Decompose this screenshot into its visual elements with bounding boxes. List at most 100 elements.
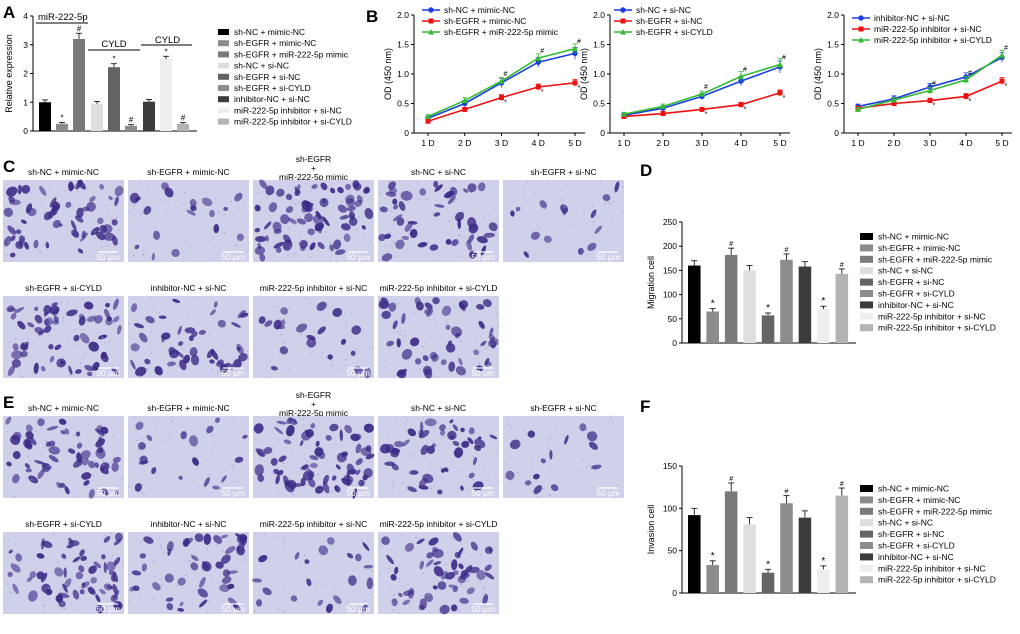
c-cell: [422, 355, 429, 362]
b1-point: [462, 106, 468, 112]
f-bar: [835, 495, 849, 593]
e-cell: [292, 418, 298, 425]
c-cell: [352, 180, 360, 189]
e-pore: [57, 560, 59, 563]
e-cell: [348, 575, 357, 586]
c-cell: [12, 343, 19, 351]
e-pore: [361, 540, 364, 543]
d-y-tick-label: 150: [663, 265, 677, 275]
e-cell: [407, 428, 416, 437]
e-cell: [318, 545, 328, 556]
c-cell: [153, 230, 161, 240]
c-pore: [622, 210, 624, 213]
c-pore: [196, 313, 199, 315]
d-bar: [835, 273, 849, 343]
f-legend-swatch: [860, 564, 873, 572]
f-significance-mark: #: [785, 489, 789, 496]
d-y-tick-label: 200: [663, 241, 677, 251]
b1-significance-mark: *: [578, 85, 581, 92]
e-pore: [536, 495, 539, 498]
e-pore: [152, 569, 155, 571]
e-pore: [328, 486, 331, 489]
c-pore: [475, 339, 478, 342]
c-pore: [217, 252, 219, 254]
e-pore: [470, 554, 473, 557]
c-cell: [316, 301, 327, 311]
e-pore: [391, 481, 394, 483]
c-cell: [108, 195, 113, 201]
c-cell: [455, 366, 467, 376]
c-scale-label: 50 μm: [346, 252, 370, 262]
e-pore: [426, 444, 428, 447]
c-pore: [413, 312, 416, 314]
e-pore: [482, 592, 485, 595]
e-cell: [425, 559, 434, 567]
e-cell: [214, 417, 221, 424]
b2-significance-mark: #: [743, 66, 747, 73]
d-legend-label: sh-EGFR + mimic-NC: [878, 243, 960, 253]
c-pore: [193, 209, 196, 212]
e-cell: [468, 427, 475, 435]
c-pore: [132, 254, 135, 257]
c-pore: [73, 328, 75, 331]
e-pore: [460, 552, 463, 555]
e-pore: [504, 476, 507, 479]
c-pore: [70, 215, 72, 217]
c-cell: [233, 359, 242, 369]
a-significance-mark: *: [112, 55, 115, 64]
c-pore: [43, 316, 46, 319]
c-pore: [445, 323, 448, 325]
panel-label-a: A: [3, 3, 15, 22]
e-pore: [254, 439, 257, 441]
c-pore: [83, 353, 86, 355]
c-pore: [254, 343, 257, 345]
e-pore: [211, 453, 214, 456]
a-significance-mark: #: [129, 116, 134, 125]
c-cell: [73, 334, 80, 342]
e-pore: [292, 493, 294, 495]
c-cell: [258, 316, 266, 324]
b2-significance-mark: #: [704, 84, 708, 91]
b2-x-tick-label: 3 D: [695, 138, 708, 148]
a-legend-label: sh-EGFR + miR-222-5p mimic: [234, 49, 349, 59]
a-bar: [143, 101, 155, 131]
b2-legend-marker: [620, 7, 626, 13]
c-cell: [401, 235, 410, 241]
e-pore: [554, 426, 557, 429]
e-cell: [138, 460, 149, 465]
c-pore: [345, 319, 347, 322]
c-pore: [603, 202, 606, 205]
e-pore: [479, 554, 482, 556]
e-pore: [510, 426, 512, 429]
c-cell: [478, 320, 485, 329]
c-cell: [296, 218, 306, 225]
e-pore: [507, 416, 509, 419]
e-cell: [242, 434, 248, 439]
c-pore: [99, 228, 101, 230]
c-cell: [396, 369, 407, 379]
c-pore: [591, 206, 594, 208]
c-cell: [78, 316, 86, 326]
c-pore: [466, 336, 468, 339]
e-pore: [8, 420, 11, 422]
a-bar: [73, 39, 85, 131]
e-pore: [523, 430, 526, 433]
e-pore: [113, 560, 115, 563]
c-pore: [49, 373, 52, 376]
e-pore: [406, 418, 409, 421]
e-pore: [451, 536, 454, 539]
c-cell: [515, 206, 521, 212]
c-pore: [266, 196, 269, 198]
c-pore: [246, 350, 249, 353]
c-pore: [78, 237, 80, 239]
c-pore: [300, 248, 302, 250]
c-cell: [89, 195, 96, 202]
c-cell: [265, 235, 269, 242]
c-pore: [181, 348, 184, 350]
b1-y-tick-label: 1.0: [397, 69, 409, 79]
e-micrograph: [3, 532, 124, 614]
e-cell: [64, 486, 70, 495]
e-pore: [428, 593, 430, 596]
e-pore: [372, 584, 375, 586]
